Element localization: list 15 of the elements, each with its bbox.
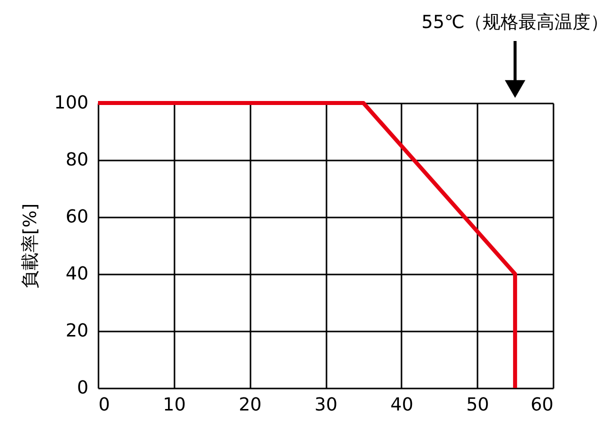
y-tick-label: 100 [54,92,88,114]
x-tick-label: 30 [314,394,338,416]
y-tick-label: 20 [66,320,88,342]
x-tick-label: 20 [238,394,262,416]
text: 55℃（规格最高温度） [422,12,608,33]
x-tick-label: 10 [162,394,186,416]
y-tick-label: 60 [66,206,88,228]
y-axis-title: 負載率[%] [20,203,42,289]
x-tick-label: 40 [390,394,414,416]
y-tick-label: 80 [66,150,88,170]
x-tick-label: 0 [98,394,110,416]
y-tick-label: 0 [77,378,88,398]
x-tick-label: 60 [530,394,554,416]
y-tick-label: 40 [66,264,88,284]
x-tick-label: 50 [466,394,490,416]
